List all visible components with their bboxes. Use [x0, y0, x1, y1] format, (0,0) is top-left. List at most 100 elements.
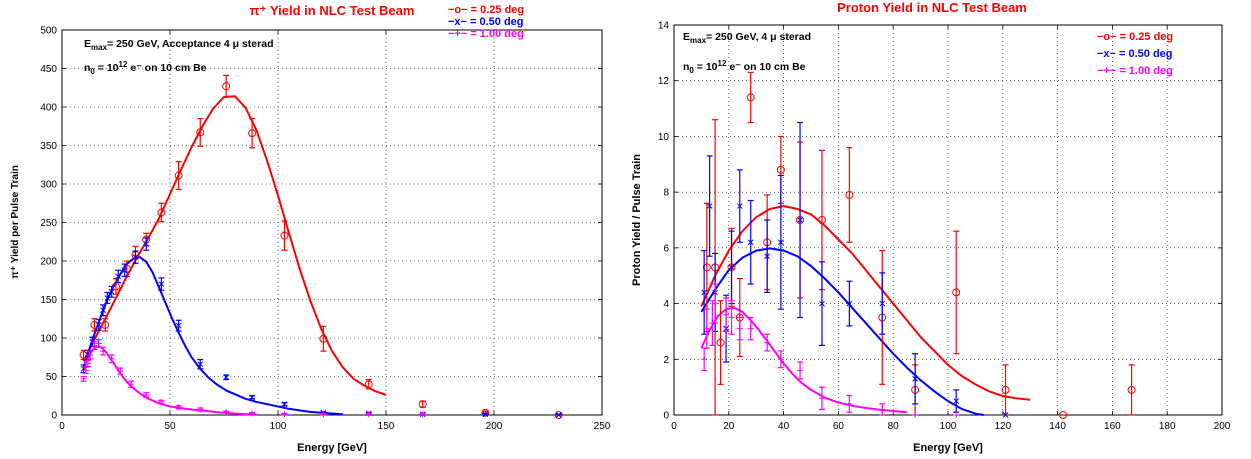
annotations: Emax= 250 GeV, Acceptance 4 μ sterad n0 =…: [84, 38, 273, 76]
data-point: [84, 359, 91, 368]
y-tick-label: 300: [40, 180, 57, 191]
circle-marker: [817, 216, 826, 224]
y-tick-label: 500: [40, 26, 57, 37]
plus-marker: [197, 406, 204, 413]
plus-marker: [365, 411, 372, 418]
y-axis-label: Proton Yield / Pulse Train: [631, 154, 643, 286]
legend: −o− = 0.25 deg−x− = 0.50 deg−+− = 1.00 d…: [448, 4, 524, 40]
pion-yield-chart: π⁺ Yield in NLC Test Beam 0 50 100 150 200 25…: [10, 3, 611, 454]
plus-marker: [223, 408, 230, 415]
y-tick-labels: 0 2 4 6 8 10 12 14: [658, 21, 1222, 422]
x-marker: [158, 281, 165, 287]
x-tick-label: 100: [940, 421, 957, 432]
grid-lines: [62, 30, 602, 415]
data-point: [818, 261, 825, 346]
data-point: [104, 291, 111, 304]
data-point: [797, 121, 804, 319]
circle-marker: [952, 288, 961, 297]
data-point: [701, 347, 708, 372]
circle-marker: [702, 263, 711, 272]
x-marker: [197, 361, 204, 368]
x-tick-label: 200: [486, 421, 503, 432]
x-tick-label: 120: [994, 421, 1011, 432]
legend-entry: −o− = 0.25 deg: [448, 4, 524, 16]
x-axis-label: Energy [GeV]: [297, 442, 367, 454]
data-point: [222, 74, 231, 98]
fit-curve: [700, 205, 1031, 401]
y-tick-label: 350: [40, 141, 57, 152]
y-tick-label: 150: [40, 295, 57, 306]
y-tick-label: 100: [40, 334, 57, 345]
x-axis-label: Energy [GeV]: [913, 442, 983, 454]
plus-marker: [108, 355, 115, 362]
x-tick-label: 100: [270, 421, 287, 432]
legend-entry: −x− = 0.50 deg: [448, 16, 524, 28]
x-marker: [1002, 412, 1009, 418]
legend: −o− = 0.25 deg−x− = 0.50 deg−+− = 1.00 d…: [1097, 31, 1173, 77]
plus-marker: [281, 411, 288, 418]
plus-marker: [95, 340, 102, 347]
plus-marker: [879, 406, 886, 413]
data-point: [952, 230, 961, 355]
data-point: [121, 263, 128, 277]
data-point: [764, 333, 771, 352]
data-point: [797, 361, 804, 380]
y-tick-label: 50: [46, 372, 58, 383]
plus-marker: [87, 351, 94, 358]
x-marker: [143, 241, 150, 247]
plus-marker: [728, 314, 735, 321]
y-tick-labels: 0 50 100 150 200 250 300 350 400 450 500: [40, 26, 602, 422]
y-tick-label: 400: [40, 103, 57, 114]
plus-marker: [703, 325, 710, 332]
data-point: [108, 285, 115, 298]
x-marker: [953, 398, 960, 404]
x-marker: [104, 295, 111, 301]
circle-marker: [196, 128, 205, 137]
circle-marker: [174, 171, 183, 180]
data-point: [777, 174, 784, 310]
data-point: [128, 380, 135, 388]
data-point: [249, 394, 256, 401]
data-point: [953, 389, 960, 413]
y-tick-label: 0: [51, 411, 57, 422]
y-tick-label: 450: [40, 64, 57, 75]
plus-marker: [143, 391, 150, 398]
x-marker: [701, 289, 707, 296]
circle-marker: [248, 129, 257, 138]
data-point: [723, 297, 730, 333]
data-point: [555, 412, 562, 418]
x-marker: [115, 273, 122, 280]
x-tick-label: 140: [1049, 421, 1066, 432]
circle-marker: [481, 408, 490, 417]
x-marker: [879, 300, 886, 307]
x-marker: [846, 300, 853, 307]
data-point: [953, 412, 960, 418]
data-point: [746, 71, 755, 124]
x-tick-label: 250: [594, 421, 611, 432]
data-point: [482, 411, 489, 418]
y-tick-label: 14: [658, 21, 670, 32]
circle-marker: [554, 411, 563, 419]
data-point: [175, 404, 182, 411]
annotation-text: n0 = 1012 e⁻ on 10 cm Be: [84, 60, 207, 76]
data-point: [364, 378, 373, 390]
circle-marker: [716, 338, 725, 347]
plus-marker: [91, 342, 98, 349]
plus-marker: [100, 348, 107, 355]
x-marker: [281, 401, 288, 408]
plus-marker: [320, 411, 327, 418]
data-point: [82, 366, 89, 375]
data-point: [365, 411, 372, 418]
data-point: [712, 283, 719, 324]
data-point: [1127, 364, 1136, 416]
plus-marker: [82, 367, 89, 374]
data-point: [846, 394, 853, 413]
data-point: [777, 350, 784, 369]
data-point: [747, 199, 754, 285]
data-point: [736, 169, 743, 243]
data-point: [846, 280, 853, 327]
data-point: [158, 398, 165, 405]
data-point: [91, 341, 98, 351]
data-point: [912, 412, 919, 418]
data-point: [100, 346, 107, 356]
